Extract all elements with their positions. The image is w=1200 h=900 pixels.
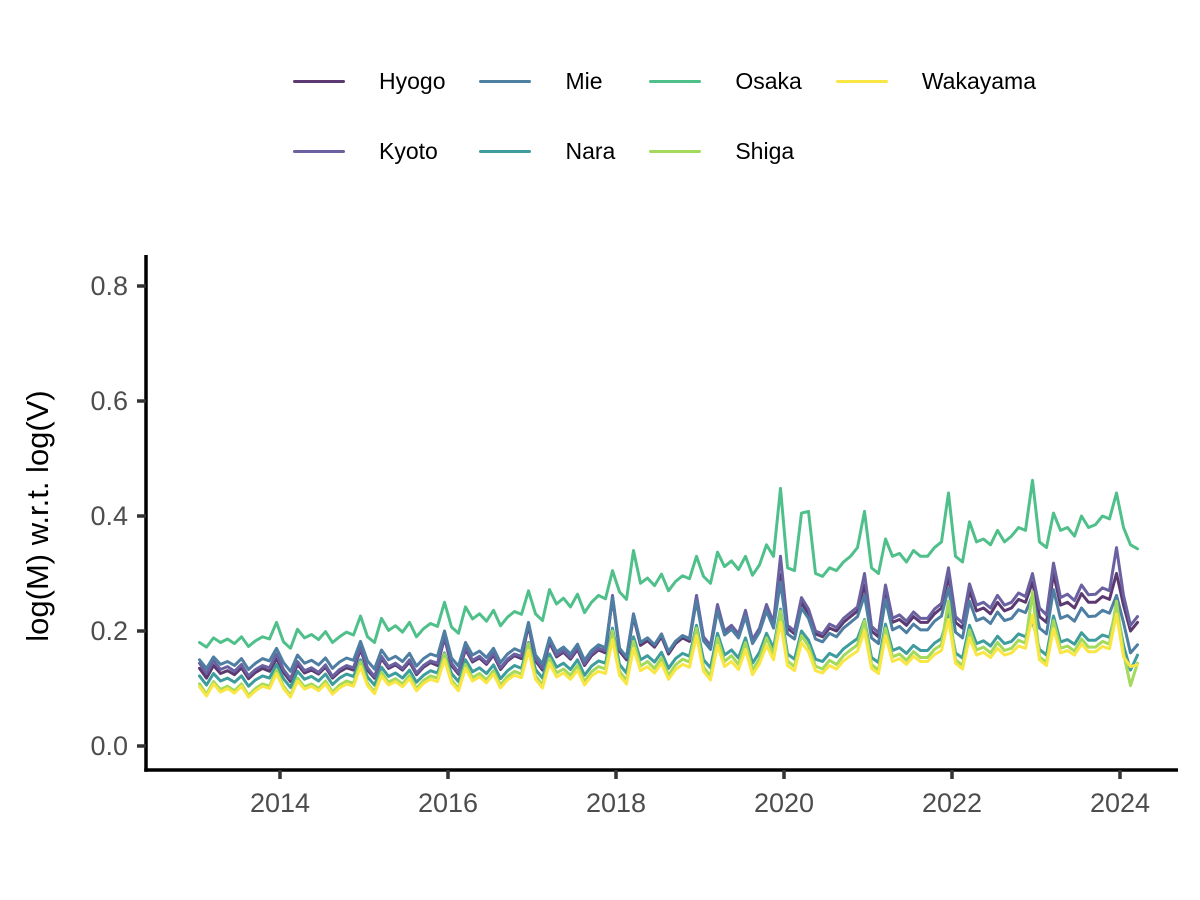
legend-key-line-icon (479, 79, 532, 83)
legend-label: Kyoto (379, 137, 438, 164)
y-tick-label: 0.6 (90, 386, 128, 416)
legend-label: Wakayama (921, 67, 1037, 94)
legend-key-line-icon (649, 79, 702, 83)
x-tick-label: 2018 (586, 788, 646, 818)
y-axis-title: log(M) w.r.t. log(V) (20, 390, 55, 642)
legend-key-line-icon (835, 79, 888, 83)
legend-item-kyoto: Kyoto (293, 136, 445, 166)
legend-item-shiga: Shiga (649, 136, 801, 166)
legend-key-line-icon (479, 149, 532, 153)
y-tick-label: 0.4 (90, 501, 128, 531)
legend-label: Hyogo (379, 67, 446, 94)
legend-column: Wakayama (835, 66, 1037, 166)
x-tick-label: 2020 (754, 788, 814, 818)
legend-item-hyogo: Hyogo (293, 66, 445, 96)
legend-item-osaka: Osaka (649, 66, 802, 96)
legend-item-nara: Nara (479, 136, 615, 166)
legend-key-line-icon (293, 79, 345, 83)
x-tick-label: 2022 (922, 788, 982, 818)
legend: Hyogo Kyoto Mie Nara Osaka Shiga Wakayama (293, 66, 1036, 166)
x-tick-label: 2014 (250, 788, 310, 818)
legend-item-mie: Mie (479, 66, 615, 96)
legend-label: Osaka (735, 67, 802, 94)
legend-key-line-icon (293, 149, 345, 153)
series-line-mie (198, 580, 1139, 673)
y-tick-label: 0.2 (90, 616, 128, 646)
series-line-osaka (198, 478, 1139, 650)
series-line-wakayama (198, 612, 1139, 699)
x-tick-label: 2024 (1090, 788, 1150, 818)
legend-column: Osaka Shiga (649, 66, 802, 166)
legend-label: Shiga (735, 137, 795, 164)
x-tick-label: 2016 (418, 788, 478, 818)
legend-key-line-icon (649, 149, 702, 153)
y-tick-label: 0.0 (90, 731, 128, 761)
legend-column: Hyogo Kyoto (293, 66, 445, 166)
legend-label: Mie (565, 67, 603, 94)
legend-item-wakayama: Wakayama (835, 66, 1037, 96)
legend-label: Nara (565, 137, 616, 164)
legend-column: Mie Nara (479, 66, 615, 166)
series-line-nara (198, 606, 1139, 689)
y-tick-label: 0.8 (90, 271, 128, 301)
